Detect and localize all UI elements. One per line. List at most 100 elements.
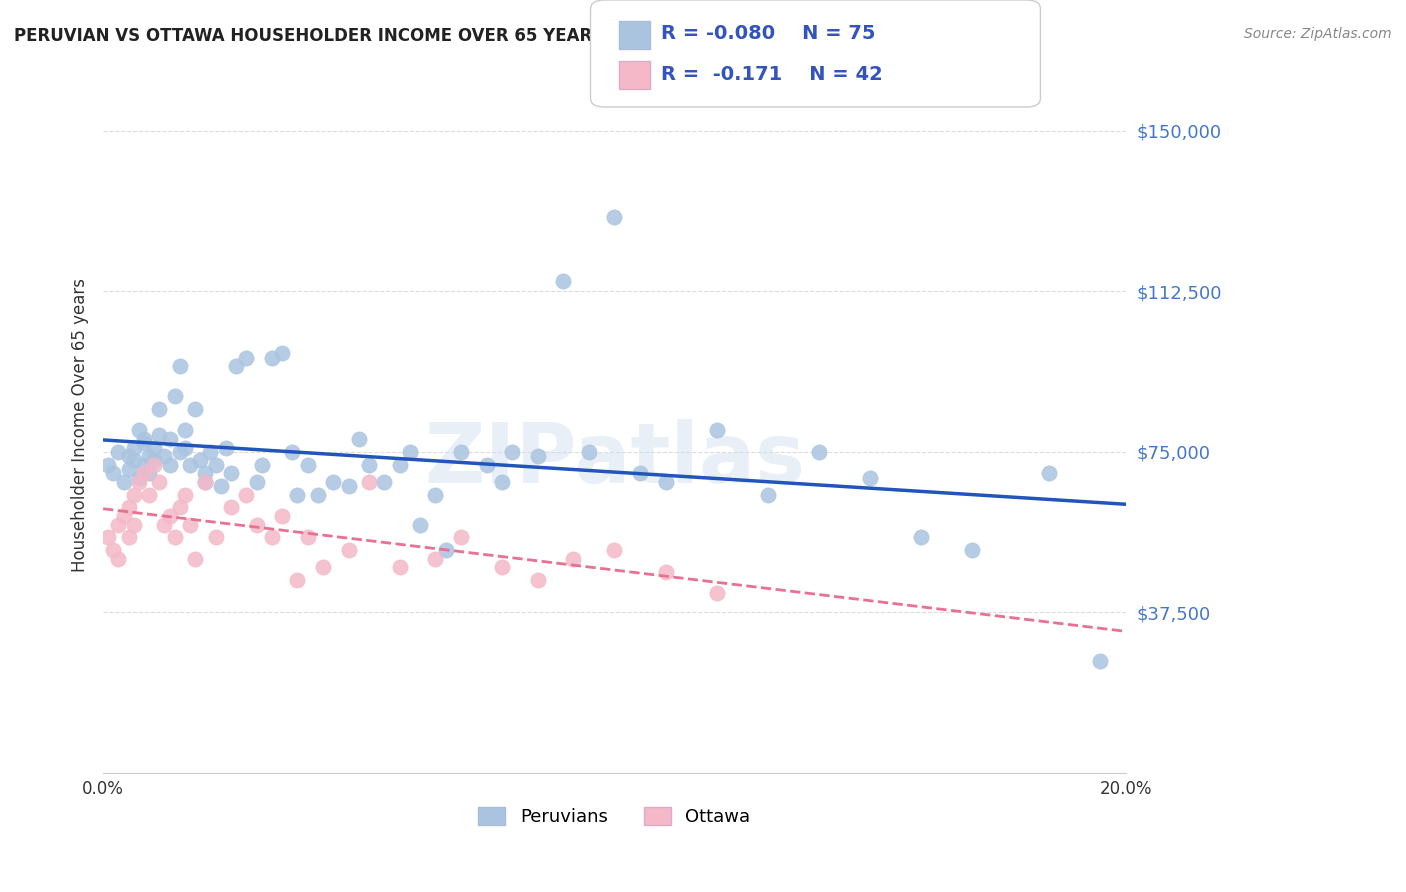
Point	[501, 445, 523, 459]
Point	[910, 530, 932, 544]
Point	[399, 445, 422, 459]
Point	[174, 424, 197, 438]
Point	[491, 475, 513, 489]
Point	[425, 488, 447, 502]
Point	[103, 543, 125, 558]
Point	[271, 346, 294, 360]
Point	[132, 432, 155, 446]
Point	[1038, 467, 1060, 481]
Point	[859, 470, 882, 484]
Point	[163, 389, 186, 403]
Point	[388, 560, 411, 574]
Point	[122, 488, 145, 502]
Point	[491, 560, 513, 574]
Point	[200, 445, 222, 459]
Point	[128, 475, 150, 489]
Point	[337, 479, 360, 493]
Point	[450, 445, 472, 459]
Point	[526, 573, 548, 587]
Point	[475, 458, 498, 472]
Point	[169, 359, 191, 374]
Point	[347, 432, 370, 446]
Point	[97, 530, 120, 544]
Point	[194, 475, 217, 489]
Point	[169, 500, 191, 515]
Point	[337, 543, 360, 558]
Point	[122, 441, 145, 455]
Point	[132, 467, 155, 481]
Point	[706, 586, 728, 600]
Point	[628, 467, 651, 481]
Point	[307, 488, 329, 502]
Point	[118, 530, 141, 544]
Text: R =  -0.171    N = 42: R = -0.171 N = 42	[661, 64, 883, 84]
Point	[235, 488, 257, 502]
Point	[112, 475, 135, 489]
Point	[138, 467, 160, 481]
Point	[128, 424, 150, 438]
Point	[260, 351, 283, 365]
Point	[287, 573, 309, 587]
Point	[174, 441, 197, 455]
Legend: Peruvians, Ottawa: Peruvians, Ottawa	[471, 799, 758, 833]
Point	[118, 462, 141, 476]
Point	[654, 565, 676, 579]
Point	[962, 543, 984, 558]
Point	[357, 458, 380, 472]
Point	[103, 467, 125, 481]
Point	[357, 475, 380, 489]
Point	[409, 517, 432, 532]
Point	[107, 445, 129, 459]
Point	[118, 449, 141, 463]
Point	[1088, 655, 1111, 669]
Point	[204, 530, 226, 544]
Point	[297, 458, 319, 472]
Point	[654, 475, 676, 489]
Point	[297, 530, 319, 544]
Point	[143, 453, 166, 467]
Point	[179, 517, 201, 532]
Point	[603, 210, 626, 224]
Point	[706, 424, 728, 438]
Point	[122, 453, 145, 467]
Text: R = -0.080    N = 75: R = -0.080 N = 75	[661, 24, 876, 44]
Point	[138, 488, 160, 502]
Point	[194, 467, 217, 481]
Point	[219, 500, 242, 515]
Point	[112, 508, 135, 523]
Point	[132, 436, 155, 450]
Point	[143, 458, 166, 472]
Point	[148, 427, 170, 442]
Point	[107, 551, 129, 566]
Point	[603, 543, 626, 558]
Point	[169, 445, 191, 459]
Point	[122, 517, 145, 532]
Point	[153, 449, 176, 463]
Point	[578, 445, 600, 459]
Point	[179, 458, 201, 472]
Point	[553, 274, 575, 288]
Point	[271, 508, 294, 523]
Point	[148, 402, 170, 417]
Point	[434, 543, 457, 558]
Point	[159, 508, 181, 523]
Point	[97, 458, 120, 472]
Point	[204, 458, 226, 472]
Point	[388, 458, 411, 472]
Point	[128, 470, 150, 484]
Point	[250, 458, 273, 472]
Point	[235, 351, 257, 365]
Point	[184, 402, 207, 417]
Point	[312, 560, 335, 574]
Y-axis label: Householder Income Over 65 years: Householder Income Over 65 years	[72, 278, 89, 572]
Point	[245, 475, 267, 489]
Text: PERUVIAN VS OTTAWA HOUSEHOLDER INCOME OVER 65 YEARS CORRELATION CHART: PERUVIAN VS OTTAWA HOUSEHOLDER INCOME OV…	[14, 27, 810, 45]
Text: ZIPatlas: ZIPatlas	[423, 419, 804, 500]
Point	[807, 445, 830, 459]
Text: Source: ZipAtlas.com: Source: ZipAtlas.com	[1244, 27, 1392, 41]
Point	[219, 467, 242, 481]
Point	[174, 488, 197, 502]
Point	[107, 517, 129, 532]
Point	[209, 479, 232, 493]
Point	[143, 441, 166, 455]
